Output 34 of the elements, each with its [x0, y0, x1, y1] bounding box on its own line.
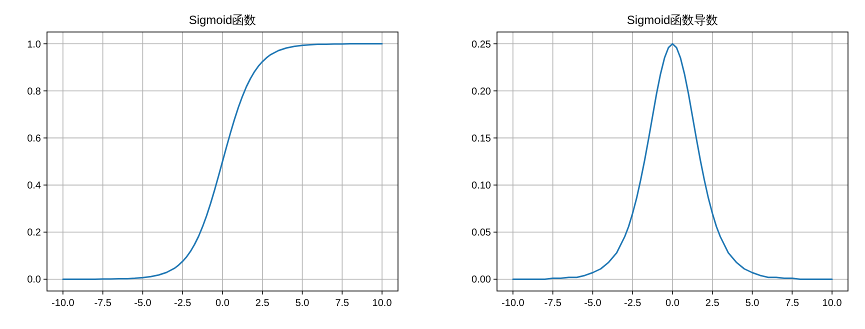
y-tick-label: 0.20	[472, 86, 492, 98]
x-tick-label: 0.0	[216, 298, 230, 309]
x-tick-label: -7.5	[94, 298, 112, 309]
x-tick-label: -2.5	[624, 298, 642, 309]
x-tick-label: -10.0	[502, 298, 525, 309]
x-tick-label: -7.5	[544, 298, 562, 309]
x-tick-label: 0.0	[666, 298, 680, 309]
x-tick-label: 10.0	[822, 298, 842, 309]
y-tick-label: 0.25	[472, 39, 492, 50]
chart-title: Sigmoid函数	[188, 13, 256, 27]
y-tick-label: 1.0	[27, 39, 42, 50]
y-tick-label: 0.15	[472, 133, 492, 144]
x-tick-label: -5.0	[134, 298, 152, 309]
x-tick-label: -5.0	[584, 298, 602, 309]
x-tick-label: 5.0	[745, 298, 760, 309]
x-tick-label: 2.5	[705, 298, 720, 309]
x-tick-label: -2.5	[174, 298, 192, 309]
x-tick-label: 5.0	[295, 298, 310, 309]
y-tick-label: 0.8	[27, 86, 42, 98]
x-tick-label: 2.5	[255, 298, 270, 309]
y-tick-label: 0.6	[27, 133, 42, 144]
y-tick-label: 0.4	[27, 180, 42, 192]
y-tick-label: 0.05	[472, 228, 492, 239]
y-tick-label: 0.10	[472, 180, 492, 192]
x-tick-label: -10.0	[52, 298, 75, 309]
x-tick-label: 7.5	[785, 298, 800, 309]
y-tick-label: 0.2	[27, 228, 42, 239]
y-tick-label: 0.00	[472, 274, 492, 286]
chart-title: Sigmoid函数导数	[626, 13, 718, 27]
line-series	[62, 43, 383, 280]
x-tick-label: 7.5	[335, 298, 350, 309]
x-tick-label: 10.0	[372, 298, 392, 309]
y-tick-label: 0.0	[27, 274, 42, 286]
line-series	[512, 43, 833, 280]
